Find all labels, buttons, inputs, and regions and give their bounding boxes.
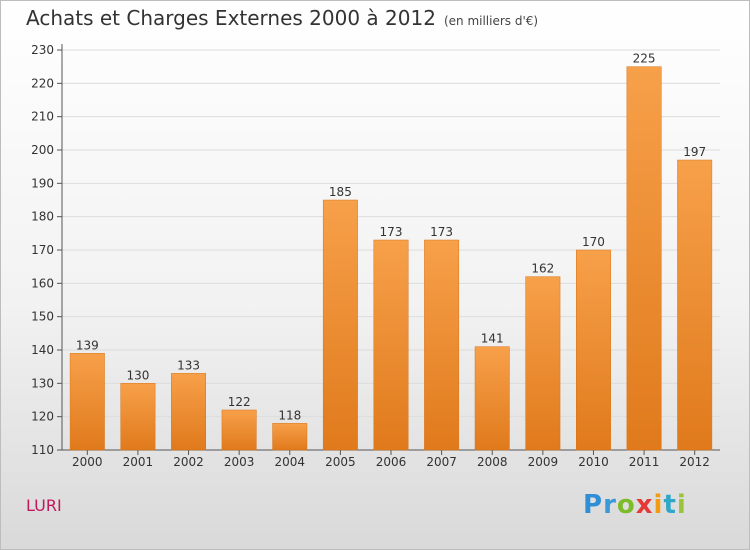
data-label-2008: 141 [481,332,504,346]
x-tick-label: 2005 [325,455,356,469]
x-tick-label: 2008 [477,455,508,469]
logo-letter: x [635,490,654,520]
data-label-2007: 173 [430,225,453,239]
bar-2007 [424,239,460,451]
bar-2003 [221,409,257,451]
chart-subtitle: (en milliers d'€) [443,14,539,28]
logo-letter: P [583,490,604,520]
y-tick-label: 120 [31,410,54,424]
bar-2001 [120,383,156,451]
data-label-2010: 170 [582,235,605,249]
bar-2011 [626,66,662,451]
logo-letter: t [663,490,677,520]
y-tick-label: 110 [31,443,54,457]
data-label-2012: 197 [683,145,706,159]
x-tick-label: 2006 [376,455,407,469]
x-tick-label: 2012 [679,455,710,469]
y-tick-label: 140 [31,343,54,357]
logo-letter: o [616,490,636,520]
bar-2002 [171,373,206,451]
proxiti-logo: Proxiti [583,490,687,520]
bar-2006 [373,239,409,451]
x-tick-label: 2002 [173,455,204,469]
bar-2009 [525,276,561,451]
x-tick-label: 2009 [528,455,559,469]
bar-2008 [474,346,510,451]
place-name: LURI [26,496,62,515]
logo-letter: i [653,490,664,520]
y-tick-label: 150 [31,310,54,324]
data-label-2000: 139 [76,338,99,352]
data-label-2011: 225 [633,52,656,66]
data-label-2006: 173 [380,225,403,239]
bar-2010 [576,249,611,451]
bar-2004 [272,423,308,451]
data-label-2002: 133 [177,358,200,372]
x-tick-label: 2011 [629,455,660,469]
x-tick-label: 2001 [123,455,154,469]
data-label-2004: 118 [278,408,301,422]
bar-2000 [69,353,105,451]
logo-letter: i [676,490,687,520]
bar-2012 [677,159,713,451]
data-label-2005: 185 [329,185,352,199]
y-tick-label: 160 [31,276,54,290]
x-tick-label: 2010 [578,455,609,469]
logo-letter: r [603,490,617,520]
y-tick-label: 210 [31,110,54,124]
bars [69,66,713,451]
bar-2005 [322,199,358,451]
y-tick-label: 170 [31,243,54,257]
x-tick-label: 2007 [426,455,457,469]
data-label-2001: 130 [126,368,149,382]
x-tick-label: 2000 [72,455,103,469]
y-tick-label: 220 [31,76,54,90]
y-tick-label: 200 [31,143,54,157]
y-tick-label: 130 [31,376,54,390]
x-tick-label: 2003 [224,455,255,469]
labels: 110 120 130 140 150 160 170 180 190 200 210 220 230 1… [31,43,710,469]
data-label-2009: 162 [531,262,554,276]
y-tick-label: 190 [31,176,54,190]
y-tick-label: 180 [31,210,54,224]
chart-title: Achats et Charges Externes 2000 à 2012 (e… [26,6,538,30]
x-tick-label: 2004 [274,455,305,469]
chart-title-text: Achats et Charges Externes 2000 à 2012 [26,6,436,30]
data-label-2003: 122 [228,395,251,409]
y-tick-label: 230 [31,43,54,57]
